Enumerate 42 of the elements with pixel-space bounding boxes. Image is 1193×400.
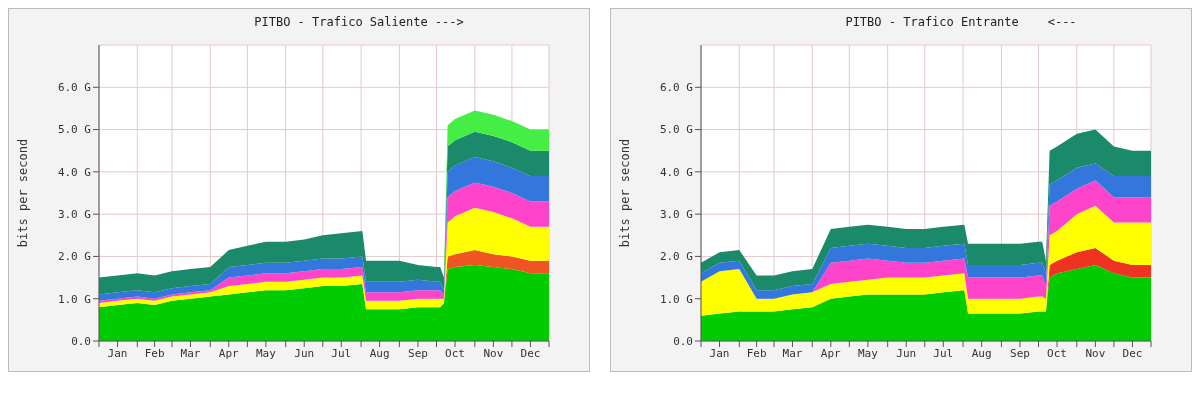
x-tick-label: Jul [331,346,352,360]
y-tick-label: 3.0 G [57,208,91,222]
y-tick-label: 4.0 G [659,165,693,179]
x-tick-label: Jan [709,346,730,360]
x-tick-label: Sep [408,346,428,360]
y-tick-label: 1.0 G [57,292,91,306]
x-tick-label: Feb [144,346,165,360]
y-tick-label: 3.0 G [659,208,693,222]
y-tick-label: 6.0 G [659,81,693,95]
y-tick-label: 1.0 G [659,292,693,306]
chart-title: PITBO - Trafico Entrante <--- [844,15,1078,31]
x-tick-label: Jun [896,346,917,360]
x-tick-label: Nov [1085,346,1106,360]
y-tick-label: 0.0 [673,334,693,348]
x-tick-label: Jun [294,346,315,360]
y-tick-label: 4.0 G [57,165,91,179]
x-tick-label: Dec [1122,346,1143,360]
y-tick-label: 2.0 G [659,250,693,264]
chart-title: PITBO - Trafico Saliente ---> [253,15,465,31]
y-axis-title: bits per second [16,138,31,248]
x-tick-label: Oct [1047,346,1067,360]
x-tick-label: Sep [1010,346,1030,360]
y-axis-title: bits per second [618,138,633,248]
x-tick-label: Aug [971,346,992,360]
x-tick-label: Mar [180,346,201,360]
x-tick-label: Apr [820,346,842,360]
x-tick-label: Nov [483,346,504,360]
y-tick-label: 6.0 G [57,81,91,95]
x-tick-label: Aug [369,346,390,360]
x-tick-label: Dec [520,346,541,360]
x-tick-label: Apr [218,346,240,360]
x-tick-label: Jan [107,346,128,360]
y-tick-label: 0.0 [71,334,91,348]
y-tick-label: 2.0 G [57,250,91,264]
x-tick-label: Oct [445,346,465,360]
x-tick-label: May [255,346,277,360]
x-tick-label: May [857,346,879,360]
x-tick-label: Feb [746,346,767,360]
y-tick-label: 5.0 G [659,123,693,137]
x-tick-label: Mar [782,346,803,360]
y-tick-label: 5.0 G [57,123,91,137]
x-tick-label: Jul [933,346,954,360]
